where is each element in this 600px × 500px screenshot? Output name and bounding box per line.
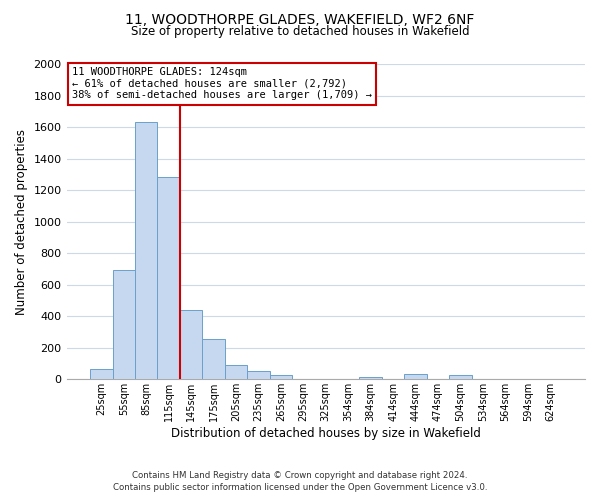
Y-axis label: Number of detached properties: Number of detached properties: [15, 128, 28, 314]
Bar: [225, 365, 247, 380]
Bar: [157, 176, 180, 380]
Bar: [202, 339, 225, 380]
Bar: [247, 372, 269, 380]
Bar: [359, 377, 382, 380]
Bar: [449, 374, 472, 380]
Text: 11, WOODTHORPE GLADES, WAKEFIELD, WF2 6NF: 11, WOODTHORPE GLADES, WAKEFIELD, WF2 6N…: [125, 12, 475, 26]
Text: Size of property relative to detached houses in Wakefield: Size of property relative to detached ho…: [131, 25, 469, 38]
Text: Contains HM Land Registry data © Crown copyright and database right 2024.
Contai: Contains HM Land Registry data © Crown c…: [113, 471, 487, 492]
Bar: [90, 369, 113, 380]
Bar: [269, 374, 292, 380]
Bar: [135, 122, 157, 380]
Bar: [180, 310, 202, 380]
Bar: [113, 270, 135, 380]
Bar: [404, 374, 427, 380]
Text: 11 WOODTHORPE GLADES: 124sqm
← 61% of detached houses are smaller (2,792)
38% of: 11 WOODTHORPE GLADES: 124sqm ← 61% of de…: [72, 67, 372, 100]
X-axis label: Distribution of detached houses by size in Wakefield: Distribution of detached houses by size …: [171, 427, 481, 440]
